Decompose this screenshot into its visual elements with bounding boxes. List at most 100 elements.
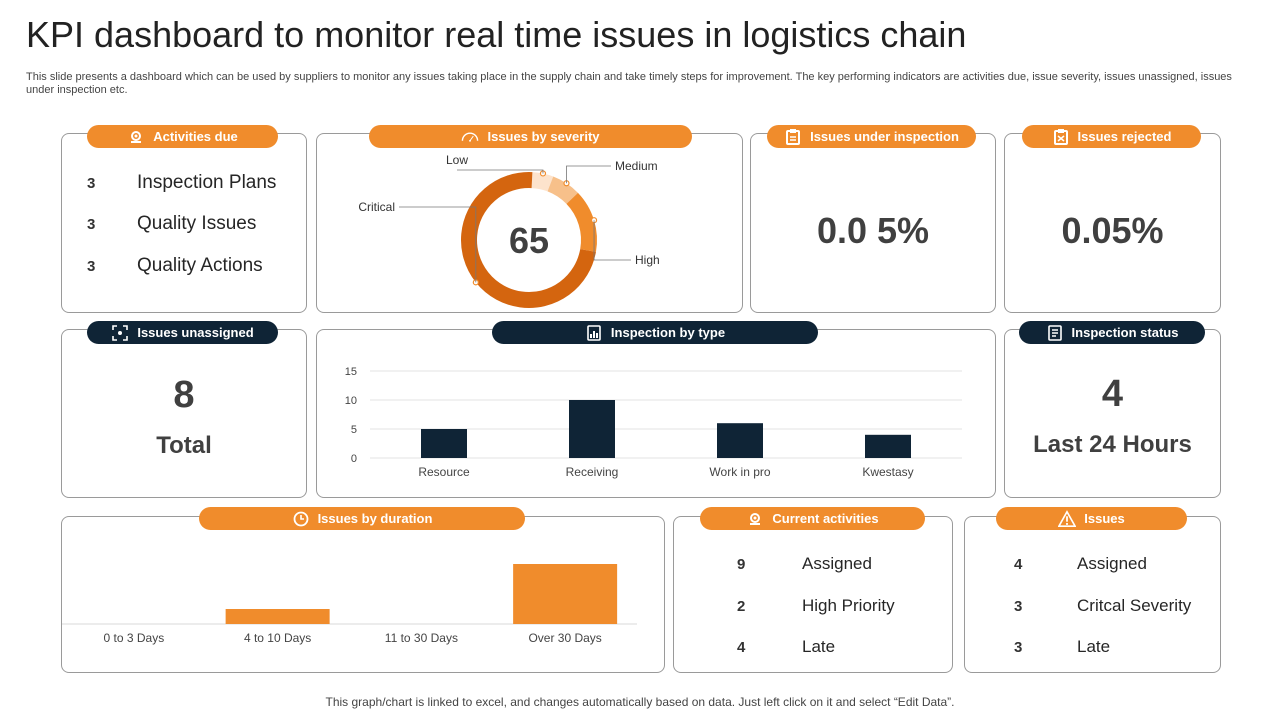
issues-header: Issues [996, 507, 1187, 530]
donut-leader-medium [566, 165, 611, 184]
x-tick-label: Kwestasy [862, 465, 913, 479]
item-count: 3 [87, 215, 96, 233]
current-activities-title: Current activities [772, 511, 879, 526]
gear-hand-icon [746, 510, 764, 528]
inspection-by-type-title: Inspection by type [610, 325, 726, 340]
issues-by-duration-card: 0 to 3 Days 4 to 10 Days 11 to 30 Days Over… [61, 516, 665, 673]
inspection-status-header: Inspection status [1019, 321, 1205, 344]
donut-leader-critical [399, 206, 477, 283]
current-activities-card: 9 Assigned 2 High Priority 4 Late [673, 516, 953, 673]
issues-card: 4 Assigned 3 Critcal Severity 3 Late [964, 516, 1221, 673]
issues-under-inspection-header: Issues under inspection [767, 125, 976, 148]
item-label: Assigned [802, 554, 872, 573]
warning-gear-icon [1058, 509, 1077, 528]
report-icon [585, 324, 603, 342]
x-tick-label: Resource [418, 465, 470, 479]
item-count: 3 [1014, 597, 1023, 615]
item-label: Late [802, 637, 836, 656]
inspection-status-card: 4 Last 24 Hours [1004, 329, 1221, 498]
item-label: Late [1077, 637, 1111, 656]
issues-rejected-header: Issues rejected [1022, 125, 1201, 148]
donut-label-low: Low [446, 153, 468, 167]
y-tick-label: 5 [351, 424, 357, 436]
item-count: 9 [737, 555, 746, 573]
scan-icon [111, 324, 129, 342]
donut-slice-critical [461, 172, 596, 308]
item-count: 3 [1014, 638, 1023, 656]
item-count: 2 [737, 597, 746, 615]
bar-resource [421, 429, 467, 458]
item-label: Critcal Severity [1077, 596, 1192, 615]
page-title: KPI dashboard to monitor real time issue… [26, 14, 967, 55]
list-item: 2 High Priority [737, 596, 895, 616]
issues-rejected-card: 0.05% [1004, 133, 1221, 313]
inspection-rate-value: 0.0 5% [816, 210, 930, 251]
issues-under-inspection-card: 0.0 5% [750, 133, 996, 313]
item-label: Inspection Plans [137, 172, 277, 193]
inspection-by-type-card: 0 5 10 15 Resource Receiving Work in pro Kwesta… [316, 329, 996, 498]
unassigned-label: Total [156, 432, 212, 459]
issues-duration-bar-chart: 0 to 3 Days 4 to 10 Days 11 to 30 Days Over… [62, 564, 637, 645]
item-label: Quality Actions [137, 255, 263, 276]
issues-unassigned-card: 8 Total [61, 329, 307, 498]
list-item: 3 Inspection Plans [87, 172, 276, 194]
item-label: Assigned [1077, 554, 1147, 573]
donut-slice-medium [547, 176, 578, 205]
clipboard-reject-icon [1052, 128, 1070, 146]
issues-by-duration-header: Issues by duration [199, 507, 525, 530]
item-count: 3 [87, 257, 96, 275]
inspection-status-count: 4 [1101, 373, 1124, 415]
list-item: 4 Late [737, 637, 835, 657]
issues-under-inspection-title: Issues under inspection [810, 129, 959, 144]
clock-icon [292, 510, 310, 528]
list-item: 4 Assigned [1014, 554, 1147, 574]
list-item: 3 Late [1014, 637, 1110, 657]
item-label: Quality Issues [137, 213, 257, 234]
issues-by-duration-title: Issues by duration [317, 511, 433, 526]
y-tick-label: 10 [345, 395, 357, 407]
rejected-rate-value: 0.05% [1061, 210, 1164, 251]
x-tick-label: Work in pro [709, 465, 770, 479]
list-item: 3 Quality Actions [87, 255, 263, 277]
current-activities-header: Current activities [700, 507, 925, 530]
document-icon [1046, 324, 1064, 342]
activities-due-title: Activities due [153, 129, 238, 144]
item-label: High Priority [802, 596, 895, 615]
donut-label-critical: Critical [358, 200, 395, 214]
list-item: 9 Assigned [737, 554, 872, 574]
issues-by-severity-header: Issues by severity [369, 125, 692, 148]
bar-4-to-10-days [225, 609, 330, 624]
donut-center-value: 65 [509, 220, 549, 261]
donut-label-medium: Medium [615, 159, 658, 173]
issues-by-severity-card: 65 Low Medium High Critical [316, 133, 743, 313]
item-count: 4 [737, 638, 746, 656]
bar-kwestasy [865, 434, 911, 458]
bar-receiving [569, 400, 615, 458]
page-subtitle: This slide presents a dashboard which ca… [26, 71, 1232, 96]
gear-hand-icon [127, 128, 145, 146]
unassigned-count: 8 [173, 374, 195, 416]
x-tick-label: Receiving [566, 465, 619, 479]
x-tick-label: 11 to 30 Days [385, 631, 458, 645]
y-tick-label: 0 [351, 453, 357, 465]
footer-note: This graph/chart is linked to excel, and… [325, 695, 955, 709]
bar-work-in-pro [717, 423, 763, 458]
clipboard-icon [784, 128, 802, 146]
bar-over-30-days [513, 564, 618, 624]
issues-title: Issues [1084, 511, 1125, 526]
donut-leader-low [457, 169, 544, 174]
activities-due-header: Activities due [87, 125, 278, 148]
donut-slice-low [531, 172, 554, 192]
issues-unassigned-header: Issues unassigned [87, 321, 278, 344]
inspection-status-label: Last 24 Hours [1033, 431, 1192, 458]
item-count: 4 [1014, 555, 1023, 573]
issues-rejected-title: Issues rejected [1077, 129, 1172, 144]
y-tick-label: 15 [345, 366, 357, 378]
issues-unassigned-title: Issues unassigned [137, 325, 254, 340]
gauge-icon [461, 128, 479, 146]
x-tick-label: 0 to 3 Days [104, 631, 165, 645]
x-tick-label: Over 30 Days [528, 631, 601, 645]
x-tick-label: 4 to 10 Days [244, 631, 311, 645]
list-item: 3 Critcal Severity [1014, 596, 1191, 616]
issues-by-severity-title: Issues by severity [487, 129, 600, 144]
